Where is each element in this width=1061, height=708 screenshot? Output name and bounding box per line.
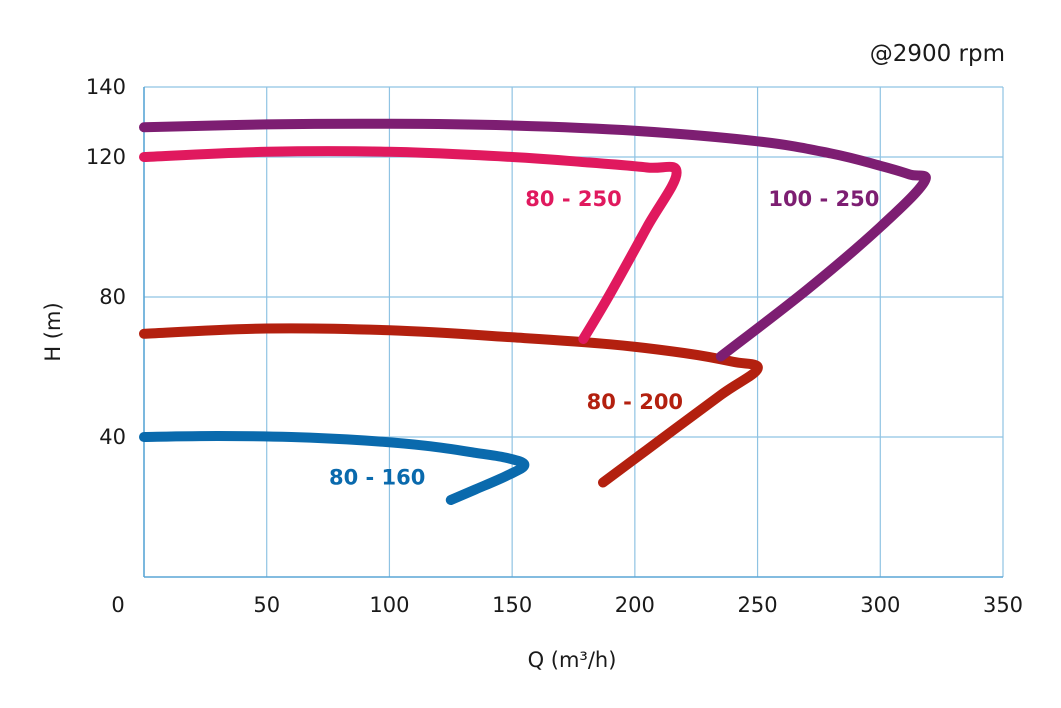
x-tick-label-350: 350 bbox=[983, 593, 1023, 617]
x-tick-label-200: 200 bbox=[615, 593, 655, 617]
x-tick-label-150: 150 bbox=[492, 593, 532, 617]
series-curve-100-250 bbox=[139, 118, 931, 362]
y-tick-label-40: 40 bbox=[99, 425, 126, 449]
x-tick-label-0: 0 bbox=[111, 593, 124, 617]
x-tick-label-100: 100 bbox=[369, 593, 409, 617]
y-tick-label-80: 80 bbox=[99, 285, 126, 309]
series-curve-80-160 bbox=[139, 431, 530, 505]
series-labels: 80 - 160 80 - 200 80 - 250 100 - 250 bbox=[329, 187, 879, 489]
series-label-80-200: 80 - 200 bbox=[587, 390, 683, 414]
y-tick-label-120: 120 bbox=[86, 145, 126, 169]
y-axis-title: H (m) bbox=[41, 302, 65, 361]
y-tick-label-140: 140 bbox=[86, 75, 126, 99]
x-tick-label-50: 50 bbox=[253, 593, 280, 617]
series-label-80-160: 80 - 160 bbox=[329, 465, 425, 489]
tick-labels: 0 50 100 150 200 250 300 350 40 80 120 140 bbox=[86, 75, 1023, 617]
series-label-100-250: 100 - 250 bbox=[768, 187, 879, 211]
speed-annotation: @2900 rpm bbox=[870, 41, 1005, 67]
series-curves bbox=[139, 118, 931, 505]
x-axis-title: Q (m³/h) bbox=[528, 648, 617, 672]
series-curve-80-250 bbox=[139, 146, 682, 344]
x-tick-label-250: 250 bbox=[738, 593, 778, 617]
series-label-80-250: 80 - 250 bbox=[525, 187, 621, 211]
x-tick-label-300: 300 bbox=[860, 593, 900, 617]
series-curve-80-200 bbox=[139, 323, 763, 488]
